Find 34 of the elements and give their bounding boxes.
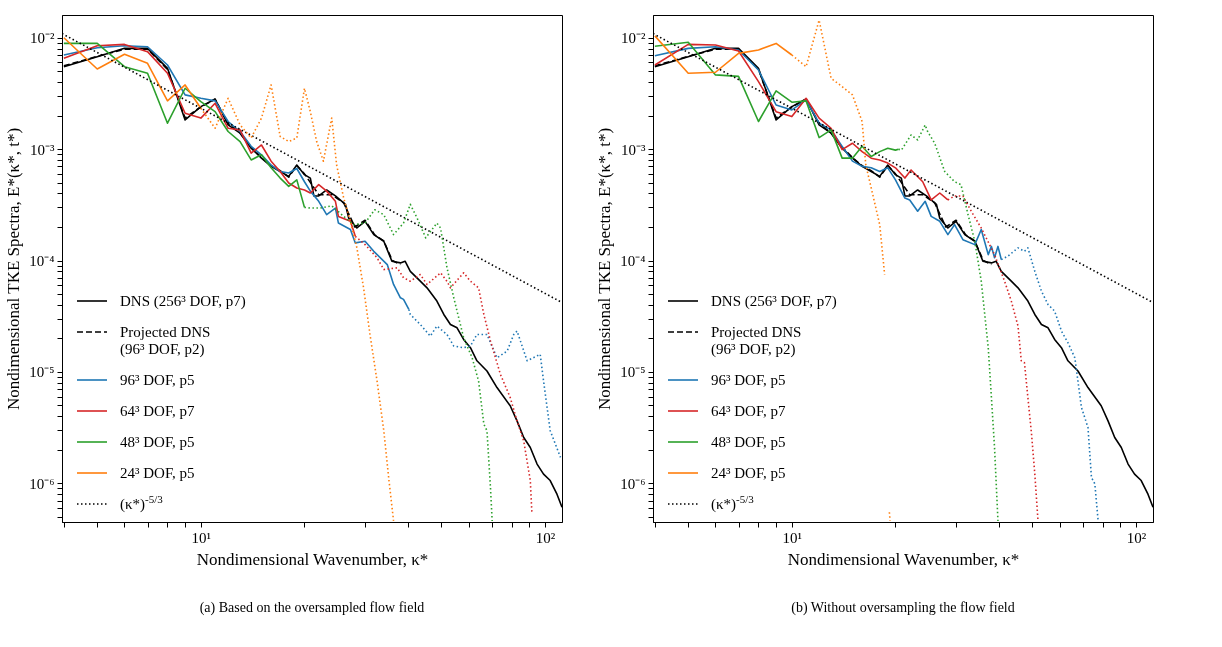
x-axis-title: Nondimensional Wavenumber, κ* [787, 549, 1020, 569]
legend-label: 24³ DOF, p5 [711, 465, 786, 481]
y-tick-label: 10⁻⁵ [29, 364, 55, 381]
y-axis-title: Nondimensional TKE Spectra, E*(κ*, t*) [4, 127, 24, 411]
legend-label: 48³ DOF, p5 [711, 434, 786, 450]
legend-label: (κ*)$^{-5/3}$ [711, 493, 755, 513]
legend-label: 64³ DOF, p7 [120, 403, 196, 419]
y-tick-label: 10⁻⁶ [29, 475, 55, 492]
y-tick-label: 10⁻⁵ [620, 364, 646, 381]
y-tick-label: 10⁻² [30, 30, 55, 47]
legend-label: Projected DNS (96³ DOF, p2) [711, 324, 802, 358]
text: (b) Without oversampling the flow field [791, 600, 1015, 616]
legend-label: 96³ DOF, p5 [711, 372, 786, 388]
x-axis-title: Nondimensional Wavenumber, κ* [196, 549, 429, 569]
x-tick-label: 10² [535, 529, 556, 546]
x-tick-label: 10¹ [191, 529, 212, 546]
legend-label: (κ*)$^{-5/3}$ [120, 493, 164, 513]
legend-label: 24³ DOF, p5 [120, 465, 195, 481]
legend-label: 48³ DOF, p5 [120, 434, 195, 450]
x-tick-label: 10² [1126, 529, 1147, 546]
y-tick-label: 10⁻⁴ [29, 253, 55, 270]
y-tick-label: 10⁻³ [30, 141, 55, 158]
legend-label: DNS (256³ DOF, p7) [120, 293, 246, 310]
legend-label: 96³ DOF, p5 [120, 372, 195, 388]
x-tick-label: 10¹ [782, 529, 803, 546]
legend-label: 64³ DOF, p7 [711, 403, 787, 419]
text: (a) Based on the oversampled flow field [199, 600, 425, 616]
y-tick-label: 10⁻⁴ [620, 253, 646, 270]
y-tick-label: 10⁻² [621, 30, 646, 47]
legend-label: DNS (256³ DOF, p7) [711, 293, 837, 310]
y-tick-label: 10⁻³ [621, 141, 646, 158]
y-axis-title: Nondimensional TKE Spectra, E*(κ*, t*) [595, 127, 615, 411]
legend-label: Projected DNS (96³ DOF, p2) [120, 324, 211, 358]
y-tick-label: 10⁻⁶ [620, 475, 646, 492]
